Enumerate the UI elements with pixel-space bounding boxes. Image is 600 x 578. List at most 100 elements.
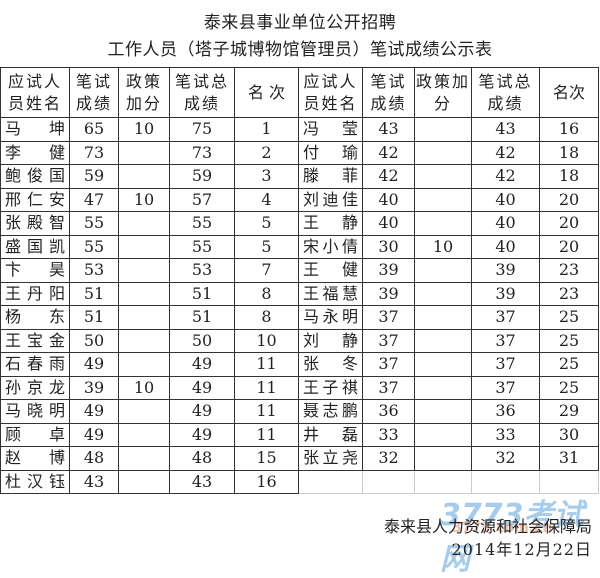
right-name-cell: 滕菲 xyxy=(298,164,363,189)
header-cell: 政策加分 xyxy=(414,67,472,118)
left-rank-cell: 3 xyxy=(234,164,299,189)
left-bonus-cell xyxy=(118,281,170,306)
right-bonus-cell xyxy=(414,164,472,189)
table-row: 鲍俊国 59 59 3 滕菲 42 42 18 xyxy=(0,164,599,189)
table-row: 石春雨 49 49 11 张冬 37 37 25 xyxy=(0,352,599,377)
right-score-cell: 37 xyxy=(362,352,415,377)
header-cell: 政策加分 xyxy=(118,67,170,118)
right-total-cell: 37 xyxy=(471,328,540,353)
left-rank-cell: 11 xyxy=(234,422,299,447)
right-rank-cell: 25 xyxy=(539,375,599,400)
right-rank-cell: 30 xyxy=(539,422,599,447)
right-rank-cell: 18 xyxy=(539,140,599,165)
right-total-cell: 40 xyxy=(471,234,540,259)
left-total-cell: 49 xyxy=(169,375,235,400)
table-row: 卞昊 53 53 7 王健 39 39 23 xyxy=(0,258,599,283)
right-score-cell: 32 xyxy=(362,446,415,471)
right-bonus-cell xyxy=(414,446,472,471)
left-score-cell: 65 xyxy=(69,117,119,142)
left-name-cell: 赵博 xyxy=(0,446,70,471)
left-bonus-cell: 10 xyxy=(118,375,170,400)
left-bonus-cell xyxy=(118,328,170,353)
left-score-cell: 53 xyxy=(69,258,119,283)
left-bonus-cell xyxy=(118,352,170,377)
left-score-cell: 48 xyxy=(69,446,119,471)
right-score-cell: 39 xyxy=(362,281,415,306)
right-rank-cell: 25 xyxy=(539,305,599,330)
table-row: 赵博 48 48 15 张立尧 32 32 31 xyxy=(0,446,599,471)
left-name-cell: 李健 xyxy=(0,140,70,165)
title-line-1: 泰来县事业单位公开招聘 xyxy=(203,13,397,33)
header-cell: 笔试总成绩 xyxy=(169,67,235,118)
header-cell: 笔试成绩 xyxy=(69,67,119,118)
left-rank-cell: 11 xyxy=(234,375,299,400)
left-total-cell: 49 xyxy=(169,399,235,424)
empty-cell xyxy=(362,469,415,494)
right-rank-cell: 25 xyxy=(539,328,599,353)
right-rank-cell: 23 xyxy=(539,258,599,283)
left-score-cell: 49 xyxy=(69,422,119,447)
right-name-cell: 王静 xyxy=(298,211,363,236)
right-score-cell: 37 xyxy=(362,305,415,330)
header-cell: 应试人员姓名 xyxy=(298,67,363,118)
right-total-cell: 33 xyxy=(471,422,540,447)
right-score-cell: 40 xyxy=(362,211,415,236)
right-rank-cell: 25 xyxy=(539,352,599,377)
left-bonus-cell xyxy=(118,469,170,494)
left-score-cell: 51 xyxy=(69,281,119,306)
left-score-cell: 73 xyxy=(69,140,119,165)
right-bonus-cell xyxy=(414,399,472,424)
left-rank-cell: 10 xyxy=(234,328,299,353)
table-row: 盛国凯 55 55 5 宋小倩 30 10 40 20 xyxy=(0,234,599,259)
right-bonus-cell xyxy=(414,352,472,377)
header-cell: 名 次 xyxy=(234,67,299,118)
watermark-url: 3773.com.cn xyxy=(452,520,553,536)
table-row: 王丹阳 51 51 8 王福慧 39 39 23 xyxy=(0,281,599,306)
left-name-cell: 盛国凯 xyxy=(0,234,70,259)
left-bonus-cell xyxy=(118,399,170,424)
left-total-cell: 55 xyxy=(169,211,235,236)
left-name-cell: 邢仁安 xyxy=(0,187,70,212)
left-bonus-cell xyxy=(118,140,170,165)
left-total-cell: 49 xyxy=(169,352,235,377)
right-bonus-cell xyxy=(414,281,472,306)
header-cell: 笔试总成绩 xyxy=(471,67,540,118)
left-score-cell: 51 xyxy=(69,305,119,330)
table-row: 马晓明 49 49 11 聂志鹏 36 36 29 xyxy=(0,399,599,424)
right-name-cell: 王健 xyxy=(298,258,363,283)
left-name-cell: 王丹阳 xyxy=(0,281,70,306)
right-bonus-cell xyxy=(414,187,472,212)
right-score-cell: 43 xyxy=(362,117,415,142)
left-rank-cell: 5 xyxy=(234,211,299,236)
right-rank-cell: 20 xyxy=(539,211,599,236)
left-rank-cell: 15 xyxy=(234,446,299,471)
left-score-cell: 43 xyxy=(69,469,119,494)
right-name-cell: 冯莹 xyxy=(298,117,363,142)
right-name-cell: 张冬 xyxy=(298,352,363,377)
left-score-cell: 49 xyxy=(69,399,119,424)
left-total-cell: 48 xyxy=(169,446,235,471)
table-row: 孙京龙 39 10 49 11 王子祺 37 37 25 xyxy=(0,375,599,400)
left-bonus-cell xyxy=(118,422,170,447)
right-score-cell: 39 xyxy=(362,258,415,283)
table-row: 李健 73 73 2 付瑜 42 42 18 xyxy=(0,140,599,165)
left-rank-cell: 8 xyxy=(234,281,299,306)
right-name-cell: 宋小倩 xyxy=(298,234,363,259)
right-score-cell: 36 xyxy=(362,399,415,424)
right-name-cell: 王子祺 xyxy=(298,375,363,400)
table-row: 马坤 65 10 75 1 冯莹 43 43 16 xyxy=(0,117,599,142)
left-total-cell: 73 xyxy=(169,140,235,165)
right-score-cell: 42 xyxy=(362,140,415,165)
left-total-cell: 43 xyxy=(169,469,235,494)
left-name-cell: 石春雨 xyxy=(0,352,70,377)
right-score-cell: 37 xyxy=(362,328,415,353)
empty-cell xyxy=(414,469,472,494)
right-rank-cell: 20 xyxy=(539,187,599,212)
right-bonus-cell xyxy=(414,140,472,165)
left-name-cell: 马坤 xyxy=(0,117,70,142)
right-name-cell: 张立尧 xyxy=(298,446,363,471)
right-total-cell: 39 xyxy=(471,281,540,306)
right-bonus-cell xyxy=(414,258,472,283)
left-name-cell: 鲍俊国 xyxy=(0,164,70,189)
right-score-cell: 33 xyxy=(362,422,415,447)
